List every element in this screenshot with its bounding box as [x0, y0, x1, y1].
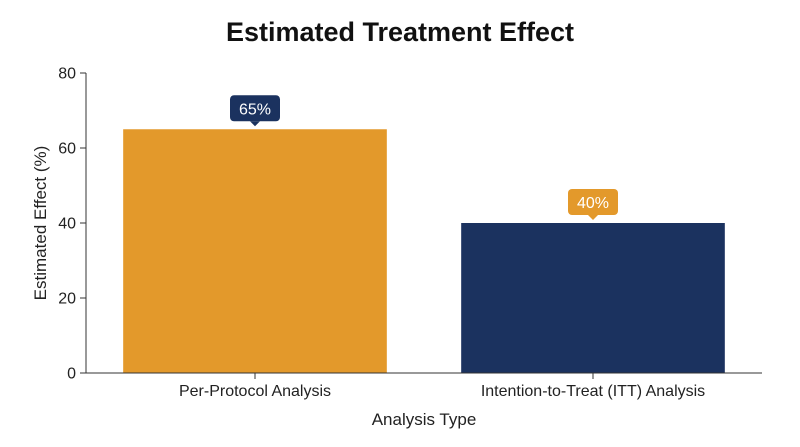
y-tick-label: 80: [58, 66, 76, 83]
x-axis-ticks: Per-Protocol Analysis Intention-to-Treat …: [179, 373, 705, 400]
data-label-pointer: [588, 215, 598, 220]
data-label-pointer: [250, 121, 260, 127]
y-axis-ticks: 0 20 40 60 80: [58, 66, 86, 383]
bar-1: [123, 129, 387, 373]
y-tick-label: 0: [67, 366, 76, 383]
y-tick-label: 60: [58, 141, 76, 158]
chart-title: Estimated Treatment Effect: [226, 17, 574, 47]
data-label-badge: 40%: [568, 189, 618, 220]
x-axis-title: Analysis Type: [372, 410, 477, 429]
y-tick-label: 20: [58, 291, 76, 308]
data-label-text: 65%: [239, 101, 271, 118]
data-label-background: [568, 189, 618, 215]
bar-2: [461, 223, 725, 373]
x-tick-label: Intention-to-Treat (ITT) Analysis: [481, 383, 705, 400]
y-axis-title: Estimated Effect (%): [31, 146, 50, 301]
data-label-text: 40%: [577, 195, 609, 212]
data-label-background: [230, 95, 280, 122]
x-tick-label: Per-Protocol Analysis: [179, 383, 331, 400]
data-label-badge: 65%: [230, 95, 280, 127]
bars-group: [123, 129, 725, 373]
data-labels-group: 65% 40%: [230, 95, 618, 220]
y-tick-label: 40: [58, 216, 76, 233]
